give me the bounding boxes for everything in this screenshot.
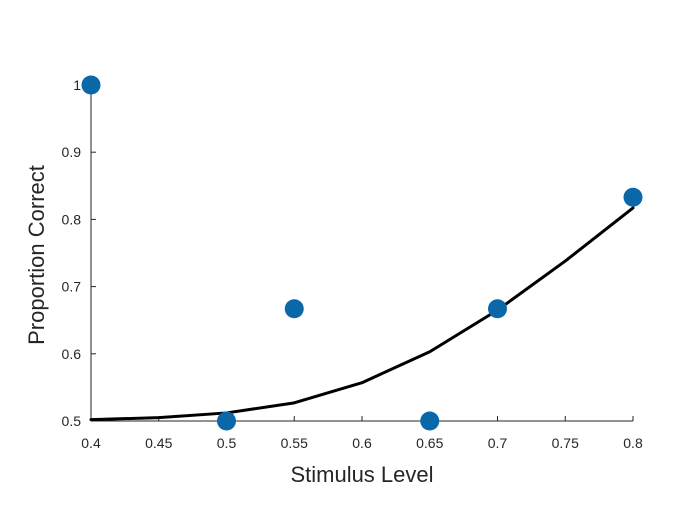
x-tick-label: 0.65 — [416, 435, 443, 451]
y-axis-ticks: 0.5 0.6 0.7 0.8 0.9 1 — [62, 77, 96, 429]
data-point — [488, 299, 507, 319]
data-point — [217, 411, 236, 431]
data-point — [81, 75, 101, 95]
x-axis-title: Stimulus Level — [290, 462, 433, 487]
y-tick-label: 0.6 — [62, 346, 82, 362]
x-tick-label: 0.45 — [145, 435, 172, 451]
y-tick-label: 1 — [73, 77, 81, 93]
y-tick-label: 0.7 — [62, 279, 82, 295]
axes — [90, 81, 633, 422]
x-tick-label: 0.4 — [81, 435, 101, 451]
x-tick-label: 0.8 — [623, 435, 643, 451]
x-tick-label: 0.7 — [488, 435, 508, 451]
x-tick-label: 0.6 — [352, 435, 372, 451]
y-tick-label: 0.9 — [62, 144, 82, 160]
data-point — [420, 411, 440, 431]
series-layer — [81, 75, 643, 431]
y-tick-label: 0.8 — [62, 211, 82, 227]
y-axis-title: Proportion Correct — [24, 165, 49, 345]
y-tick-label: 0.5 — [62, 413, 82, 429]
fit-curve — [89, 206, 635, 422]
data-point — [623, 187, 643, 207]
data-point — [284, 299, 304, 319]
x-tick-label: 0.55 — [281, 435, 308, 451]
x-axis-ticks: 0.4 0.45 0.5 0.55 0.6 0.65 0.7 0.75 0.8 — [81, 416, 643, 451]
x-tick-label: 0.75 — [552, 435, 579, 451]
x-tick-label: 0.5 — [217, 435, 237, 451]
